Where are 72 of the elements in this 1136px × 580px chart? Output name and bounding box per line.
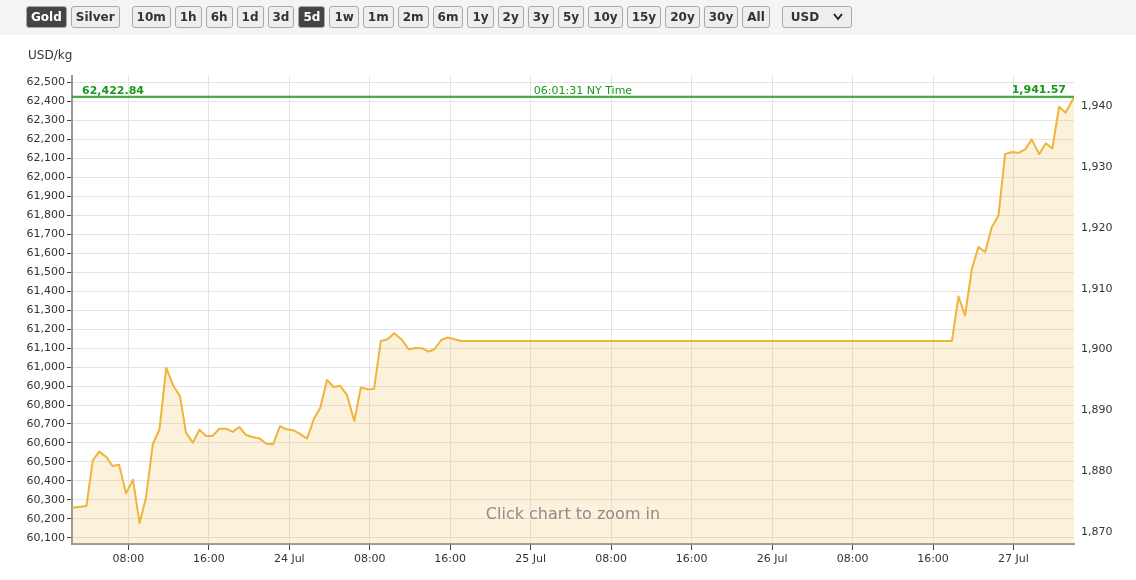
text: 1d	[241, 10, 259, 24]
y-tick-label: 61,100	[26, 340, 65, 354]
text: 2y	[502, 10, 519, 24]
text: 6h	[210, 10, 228, 24]
text: USD	[790, 10, 820, 24]
y-tick-label: 60,400	[26, 473, 65, 487]
text: 1w	[334, 10, 354, 24]
x-tick-label: 16:00	[917, 552, 949, 566]
y-tick-label: 60,100	[26, 530, 65, 544]
y-tick-label: 60,300	[26, 492, 65, 506]
x-tick-label: 16:00	[434, 552, 467, 566]
x-tick-label: 24 Jul	[273, 552, 305, 566]
text: 3y	[532, 10, 549, 24]
y2-tick-label: 1,890	[1081, 403, 1113, 417]
x-tick-label: 08:00	[595, 552, 627, 566]
y-axis-title: USD/kg	[28, 48, 73, 63]
x-tick-label: 26 Jul	[756, 552, 788, 566]
x-tick-label: 16:00	[675, 552, 708, 566]
text: 1y	[472, 10, 489, 24]
text: 10y	[593, 10, 618, 24]
text: Gold	[31, 10, 62, 24]
y2-tick-label: 1,870	[1081, 525, 1113, 539]
text: 1m	[367, 10, 389, 24]
y-tick-label: 61,700	[26, 227, 65, 241]
text: 5d	[303, 10, 321, 24]
ref-line-label: 1,941.57	[1011, 82, 1066, 96]
y2-tick-label: 1,940	[1081, 98, 1113, 112]
y-tick-label: 62,300	[26, 113, 65, 127]
y-tick-label: 61,000	[26, 359, 65, 373]
y2-tick-label: 1,910	[1081, 281, 1113, 295]
y-tick-label: 62,200	[26, 132, 65, 146]
text: All	[747, 10, 765, 24]
y-tick-label: 62,400	[26, 94, 65, 108]
x-tick-label: 08:00	[836, 552, 869, 566]
x-tick-label: 16:00	[192, 552, 225, 566]
y2-tick-label: 1,920	[1081, 220, 1113, 234]
y-tick-label: 62,100	[26, 151, 65, 165]
y-tick-label: 60,900	[26, 378, 65, 392]
y2-tick-label: 1,930	[1081, 159, 1113, 173]
y2-tick-label: 1,880	[1081, 464, 1113, 478]
y-tick-label: 60,200	[26, 511, 65, 525]
x-tick-label: 27 Jul	[998, 552, 1029, 566]
y-tick-label: 61,200	[26, 322, 65, 336]
text: 20y	[670, 10, 695, 24]
y-tick-label: 60,500	[26, 454, 65, 468]
text: 30y	[708, 10, 734, 24]
text: 10m	[136, 10, 166, 24]
y-tick-label: 60,700	[26, 416, 65, 430]
y-tick-label: 61,400	[26, 284, 65, 298]
text: 3d	[272, 10, 290, 24]
y-tick-label: 60,800	[26, 397, 65, 411]
y-tick-label: 61,300	[26, 303, 65, 317]
annotation: 06:01:31 NY Time	[533, 83, 633, 97]
y-tick-label: 61,500	[26, 265, 65, 279]
text: 15y	[631, 10, 657, 24]
y-tick-label: 61,900	[26, 189, 65, 203]
y-tick-label: 60,600	[26, 435, 65, 449]
text: 6m	[437, 10, 459, 24]
ref-line-label: 62,422.84	[82, 83, 145, 97]
y-tick-label: 62,000	[26, 170, 65, 184]
text: Silver	[75, 10, 115, 24]
x-tick-label: 08:00	[353, 552, 386, 566]
x-tick-label: 08:00	[112, 552, 145, 566]
text: 5y	[562, 10, 580, 24]
y2-tick-label: 1,900	[1081, 342, 1113, 356]
text: 2m	[402, 10, 424, 24]
y-tick-label: 62,500	[26, 75, 65, 89]
y-tick-label: 61,800	[26, 208, 65, 222]
annotation: Click chart to zoom in	[485, 504, 661, 524]
x-tick-label: 25 Jul	[515, 552, 547, 566]
y-tick-label: 61,600	[26, 246, 65, 260]
text: 1h	[179, 10, 197, 24]
